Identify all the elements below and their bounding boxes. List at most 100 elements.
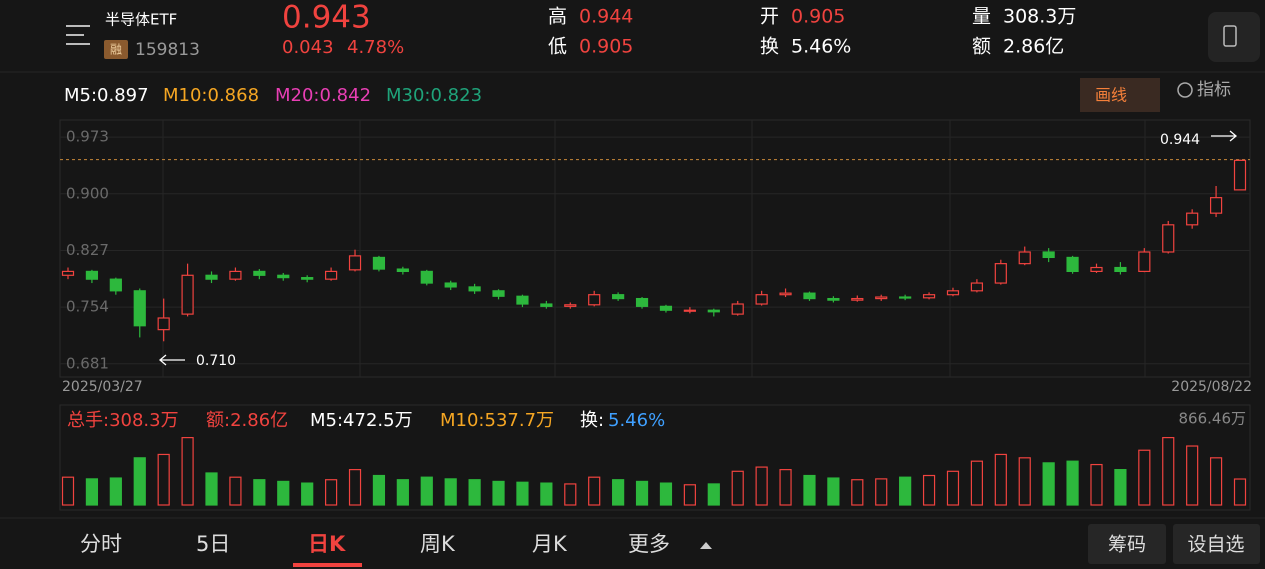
volume-label: 额:2.86亿 — [206, 410, 288, 431]
stat-value: 2.86亿 — [1003, 36, 1064, 58]
annotation-arrow — [158, 354, 185, 366]
candle-body — [420, 270, 433, 284]
candle-body — [61, 270, 75, 276]
volume-bar — [731, 470, 744, 506]
volume-bar — [994, 453, 1007, 506]
candle-body — [492, 290, 505, 297]
texts: 半导体ETF 融 159813 0.943 0.043 4.78% 画线 指标 — [105, 0, 1231, 105]
candle-body — [994, 263, 1007, 284]
volume-bar — [301, 482, 314, 506]
stock-name: 半导体ETF — [105, 11, 177, 29]
stat-label: 额 — [972, 36, 991, 58]
stat-value: 5.46% — [791, 36, 851, 58]
annotation-arrow — [1211, 130, 1238, 142]
x-tick-label: 2025/03/27 — [62, 379, 143, 395]
indicator-button[interactable]: 指标 — [1197, 80, 1231, 100]
stat-label: 低 — [548, 36, 567, 58]
volume-bar — [492, 480, 505, 506]
candle-body — [875, 296, 888, 300]
volume-bar — [1162, 436, 1175, 506]
price: 0.943 — [282, 0, 371, 36]
volume-bar — [1233, 478, 1247, 506]
action-bg[interactable] — [1088, 524, 1166, 564]
candle-body — [1162, 224, 1175, 253]
volume-bar — [899, 476, 912, 506]
volume-bar — [1090, 463, 1103, 506]
volume-bar — [851, 479, 864, 506]
y-tick-label: 0.827 — [66, 241, 109, 259]
candle-body — [779, 292, 792, 296]
candle-body — [851, 297, 864, 301]
candle-body — [372, 256, 386, 270]
tab[interactable]: 更多 — [628, 532, 670, 556]
volume-bar — [564, 483, 577, 506]
volume-bar — [1042, 462, 1055, 506]
candle-body — [540, 303, 553, 307]
candle-body — [1209, 197, 1223, 214]
device-button[interactable] — [1208, 12, 1260, 62]
badge-bg — [104, 40, 128, 59]
tab[interactable]: 月K — [532, 532, 568, 556]
volume-bar — [181, 436, 194, 506]
volume-bar — [420, 476, 433, 506]
price-frame — [59, 119, 1251, 378]
action-button[interactable]: 筹码 — [1108, 534, 1146, 556]
more-arrow — [700, 542, 712, 549]
candle-body — [444, 282, 457, 288]
menu-icon[interactable] — [66, 25, 90, 45]
candle-body — [181, 274, 194, 315]
indicator-icon — [1177, 82, 1193, 98]
draw-button-bg[interactable] — [1080, 78, 1160, 112]
candle-body — [109, 278, 122, 292]
volume-bar — [970, 460, 983, 506]
candle-body — [1042, 251, 1055, 259]
volume-bar — [1018, 457, 1031, 506]
annotation: 0.944 — [1160, 132, 1200, 148]
candle-body — [253, 270, 266, 276]
volume-bar — [827, 477, 840, 506]
tab[interactable]: 5日 — [196, 532, 230, 556]
candle-body — [755, 294, 768, 305]
tab[interactable]: 分时 — [80, 532, 122, 556]
candle-body — [348, 255, 362, 271]
badge: 融 — [110, 43, 122, 57]
candle-body — [205, 274, 218, 280]
volume-bar — [946, 470, 960, 506]
candle-body — [133, 290, 146, 327]
stat-value: 0.944 — [579, 6, 633, 28]
y-tick-label: 0.900 — [66, 184, 109, 202]
candle-body — [612, 294, 625, 300]
volume-bar — [396, 479, 409, 506]
volume-bar — [875, 478, 888, 506]
volume-bar — [635, 480, 649, 506]
tab[interactable]: 日K — [308, 532, 346, 556]
legend-entry: M10:0.868 — [163, 85, 259, 106]
candle-body — [970, 282, 983, 292]
volume-bar — [468, 479, 481, 506]
volume-bar — [444, 478, 457, 506]
candle-body — [803, 292, 816, 300]
volume-bar — [659, 482, 673, 506]
candle-body — [1138, 251, 1151, 273]
volume-bar — [229, 476, 242, 506]
volume-bar — [85, 478, 99, 506]
tab[interactable]: 周K — [420, 532, 456, 556]
legend-entry: M30:0.823 — [386, 85, 482, 106]
volume-bar — [277, 480, 290, 506]
volume-bar — [516, 481, 529, 506]
candle-body — [277, 274, 290, 279]
volume-bar — [325, 479, 338, 506]
volume-bar — [540, 482, 553, 506]
tab-underline — [293, 563, 362, 567]
vertical-grid — [162, 120, 1146, 377]
volume-bar — [612, 479, 625, 506]
stock-code: 159813 — [135, 40, 200, 60]
candle-body — [564, 304, 577, 307]
action-button[interactable]: 设自选 — [1187, 534, 1244, 556]
y-tick-label: 866.46万 — [1179, 410, 1247, 428]
draw-button[interactable]: 画线 — [1095, 86, 1127, 105]
action-bg[interactable] — [1173, 524, 1260, 564]
candle-body — [1066, 256, 1079, 273]
